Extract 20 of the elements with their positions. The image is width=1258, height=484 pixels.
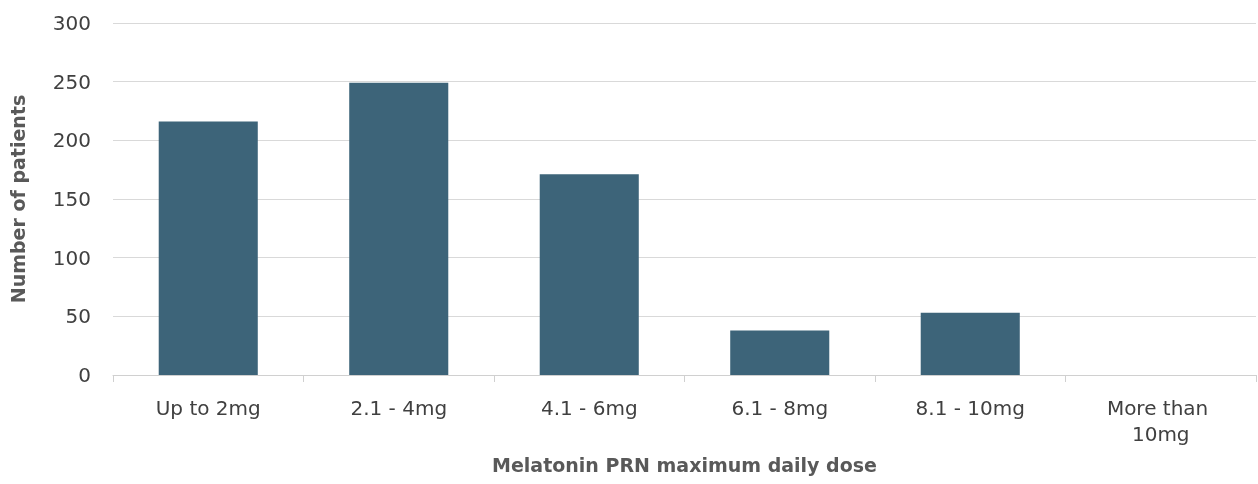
x-tick-label: 2.1 - 4mg [350,396,448,420]
bar [730,330,830,375]
y-tick-label: 150 [52,187,91,211]
x-tick-label: More than 10mg [1106,396,1215,446]
bar [920,312,1020,375]
bar [349,82,449,375]
x-axis-title: Melatonin PRN maximum daily dose [492,453,877,476]
x-tick-label: 8.1 - 10mg [915,396,1025,420]
bar [539,174,639,375]
bar [158,121,258,375]
x-tick-label: 6.1 - 8mg [731,396,829,420]
x-tick-label: Up to 2mg [155,396,261,420]
y-axis-title: Number of patients [6,94,29,304]
x-tick-label: 4.1 - 6mg [540,396,638,420]
y-tick-label: 0 [78,363,91,387]
y-tick-label: 50 [65,304,91,329]
y-tick-label: 100 [52,245,91,270]
y-tick-label: 200 [52,128,91,153]
y-tick-label: 300 [52,11,91,35]
y-tick-label: 250 [52,69,91,94]
